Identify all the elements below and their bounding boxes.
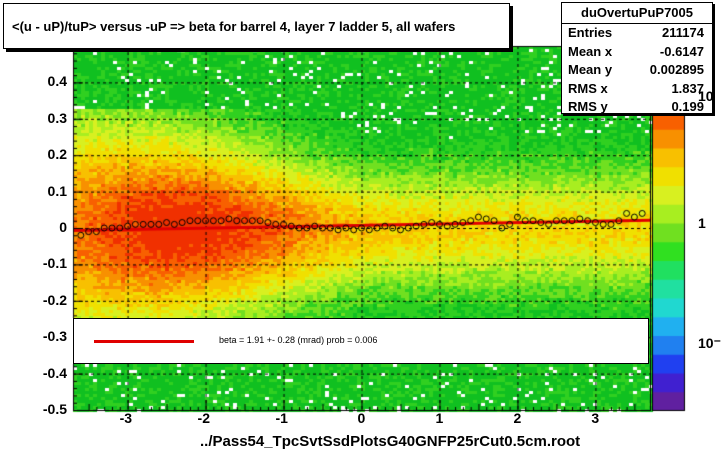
x-tick-label: 1 [435, 410, 444, 426]
stats-row: RMS y 0.199 [568, 99, 704, 114]
stats-name: duOvertuPuP7005 [562, 3, 712, 24]
stats-row: Entries 211174 [568, 25, 704, 40]
y-tick-label: -0.4 [42, 364, 67, 381]
y-tick-label: -0.3 [42, 328, 67, 345]
y-tick-label: -0.5 [42, 401, 67, 417]
fit-legend-text: beta = 1.91 +- 0.28 (mrad) prob = 0.006 [219, 335, 378, 345]
file-name: ../Pass54_TpcSvtSsdPlotsG40GNFP25rCut0.5… [200, 433, 581, 450]
y-tick-label: 0.3 [47, 109, 67, 126]
y-tick-label: 0.2 [47, 146, 67, 163]
y-tick-label: 0.4 [47, 73, 67, 90]
x-tick-label: 3 [591, 410, 600, 426]
x-tick-label: 0 [357, 410, 366, 426]
stats-box: duOvertuPuP7005 Entries 211174 Mean x -0.6… [561, 2, 713, 114]
stats-row: Mean x -0.6147 [568, 43, 704, 59]
chart-title: <(u - uP)/tuP> versus -uP => beta for ba… [12, 19, 456, 34]
y-tick-label: -0.2 [42, 291, 67, 308]
z-tick-label: 10 [698, 88, 714, 104]
stats-row: Mean y 0.002895 [568, 62, 704, 77]
title-box: <(u - uP)/tuP> versus -uP => beta for ba… [3, 3, 510, 49]
y-tick-label: 0 [59, 219, 67, 235]
x-tick-label: 2 [513, 410, 522, 426]
x-tick-label: -3 [119, 410, 133, 426]
fit-line-sample [94, 340, 194, 343]
x-tick-label: -1 [275, 410, 288, 426]
z-tick-label: 10⁻¹ [698, 335, 721, 351]
y-tick-label: -0.1 [42, 255, 67, 272]
z-tick-label: 1 [698, 215, 706, 231]
fit-legend: beta = 1.91 +- 0.28 (mrad) prob = 0.006 [73, 318, 649, 364]
y-tick-label: 0.1 [47, 182, 67, 199]
x-tick-label: -2 [197, 410, 210, 426]
stats-row: RMS x 1.837 [568, 80, 704, 96]
